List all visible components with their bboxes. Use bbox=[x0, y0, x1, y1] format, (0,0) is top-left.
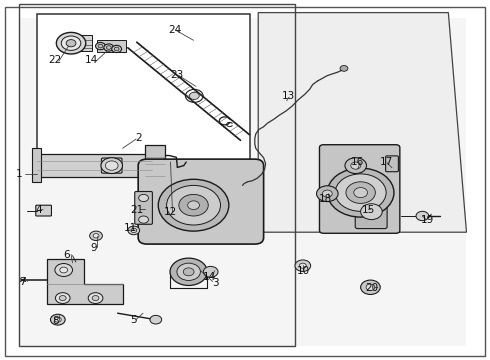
Circle shape bbox=[327, 168, 394, 217]
Text: 6: 6 bbox=[63, 250, 70, 260]
FancyBboxPatch shape bbox=[37, 154, 152, 177]
Circle shape bbox=[203, 266, 218, 277]
Circle shape bbox=[131, 228, 137, 233]
Text: 17: 17 bbox=[379, 157, 393, 167]
Circle shape bbox=[170, 258, 207, 285]
Text: 18: 18 bbox=[319, 194, 333, 204]
Text: 23: 23 bbox=[170, 70, 183, 80]
Circle shape bbox=[150, 315, 162, 324]
Circle shape bbox=[105, 161, 118, 170]
Text: 10: 10 bbox=[297, 266, 310, 276]
Circle shape bbox=[90, 231, 102, 240]
Text: 11: 11 bbox=[123, 222, 137, 233]
Text: 14: 14 bbox=[203, 272, 217, 282]
FancyBboxPatch shape bbox=[37, 14, 250, 173]
Circle shape bbox=[335, 174, 386, 211]
FancyBboxPatch shape bbox=[135, 192, 152, 224]
Circle shape bbox=[50, 314, 65, 325]
Circle shape bbox=[340, 66, 348, 71]
Circle shape bbox=[183, 268, 194, 276]
Circle shape bbox=[101, 158, 122, 174]
FancyBboxPatch shape bbox=[5, 7, 485, 356]
FancyBboxPatch shape bbox=[97, 40, 126, 52]
Text: 1: 1 bbox=[16, 168, 23, 179]
FancyBboxPatch shape bbox=[145, 145, 165, 186]
Circle shape bbox=[106, 46, 111, 49]
Circle shape bbox=[55, 264, 73, 276]
Circle shape bbox=[179, 194, 208, 216]
Circle shape bbox=[345, 158, 367, 174]
Text: 14: 14 bbox=[84, 55, 98, 66]
Text: 13: 13 bbox=[281, 91, 295, 102]
Circle shape bbox=[189, 92, 199, 99]
Text: 22: 22 bbox=[48, 55, 62, 66]
FancyBboxPatch shape bbox=[32, 148, 41, 182]
Text: 5: 5 bbox=[130, 315, 137, 325]
Circle shape bbox=[54, 317, 61, 322]
Circle shape bbox=[366, 284, 375, 291]
Text: 12: 12 bbox=[164, 207, 177, 217]
Circle shape bbox=[416, 211, 429, 221]
Text: 9: 9 bbox=[91, 243, 98, 253]
Text: 3: 3 bbox=[212, 278, 219, 288]
FancyBboxPatch shape bbox=[76, 35, 92, 51]
Polygon shape bbox=[258, 13, 466, 232]
Text: 21: 21 bbox=[130, 204, 144, 215]
Text: 8: 8 bbox=[52, 316, 59, 326]
FancyBboxPatch shape bbox=[319, 145, 400, 233]
Circle shape bbox=[322, 190, 332, 197]
Polygon shape bbox=[47, 259, 122, 304]
Circle shape bbox=[59, 296, 66, 301]
Circle shape bbox=[158, 179, 229, 231]
FancyBboxPatch shape bbox=[355, 194, 387, 229]
Circle shape bbox=[56, 32, 86, 54]
Circle shape bbox=[60, 267, 68, 273]
Circle shape bbox=[93, 234, 99, 238]
Text: 24: 24 bbox=[168, 24, 181, 35]
Text: 19: 19 bbox=[420, 215, 434, 225]
Circle shape bbox=[317, 186, 338, 202]
Circle shape bbox=[354, 188, 368, 198]
FancyBboxPatch shape bbox=[20, 18, 466, 346]
Text: 15: 15 bbox=[362, 204, 375, 215]
Circle shape bbox=[92, 296, 99, 301]
Circle shape bbox=[139, 194, 148, 202]
Circle shape bbox=[55, 293, 70, 303]
Circle shape bbox=[98, 44, 103, 48]
Circle shape bbox=[361, 204, 382, 220]
Circle shape bbox=[188, 201, 199, 210]
Circle shape bbox=[361, 280, 380, 294]
Circle shape bbox=[112, 45, 122, 53]
Text: 2: 2 bbox=[135, 133, 142, 143]
Circle shape bbox=[88, 293, 103, 303]
Circle shape bbox=[114, 47, 119, 51]
Circle shape bbox=[66, 40, 76, 47]
Text: 16: 16 bbox=[351, 157, 365, 167]
Circle shape bbox=[104, 44, 114, 51]
Circle shape bbox=[61, 36, 81, 50]
Circle shape bbox=[96, 42, 105, 50]
Circle shape bbox=[351, 162, 361, 169]
Text: 4: 4 bbox=[36, 204, 43, 215]
Circle shape bbox=[299, 263, 306, 268]
Circle shape bbox=[139, 216, 148, 223]
Text: 7: 7 bbox=[19, 276, 26, 287]
Circle shape bbox=[177, 263, 200, 280]
Circle shape bbox=[295, 260, 311, 271]
Circle shape bbox=[167, 185, 220, 225]
Circle shape bbox=[128, 226, 140, 235]
Text: 20: 20 bbox=[365, 283, 378, 293]
Circle shape bbox=[346, 182, 375, 203]
FancyBboxPatch shape bbox=[386, 156, 398, 172]
FancyBboxPatch shape bbox=[138, 159, 264, 244]
FancyBboxPatch shape bbox=[36, 205, 51, 216]
